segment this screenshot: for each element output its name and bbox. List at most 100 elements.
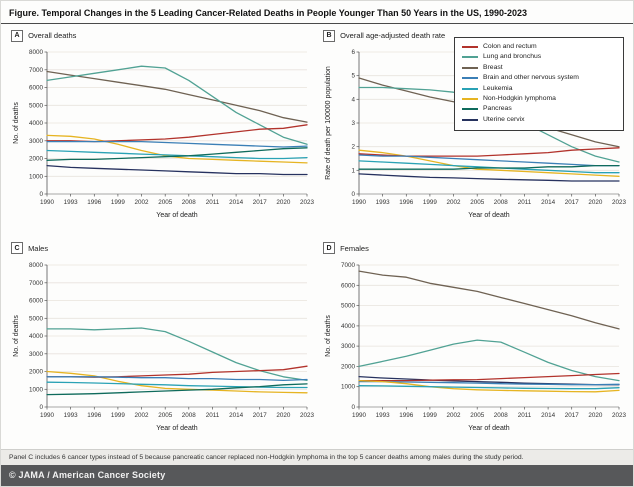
svg-text:2008: 2008 [494,412,509,419]
svg-text:2020: 2020 [276,412,291,419]
figure-footnote: Panel C includes 6 cancer types instead … [1,449,633,465]
svg-text:1993: 1993 [64,412,79,419]
svg-text:4000: 4000 [29,120,44,127]
svg-text:2008: 2008 [182,412,197,419]
svg-text:2011: 2011 [206,412,220,419]
legend-entry: Pancreas [462,105,616,113]
svg-text:0: 0 [39,404,43,411]
svg-text:1990: 1990 [352,199,367,206]
panel-d: D Females 0 1000 2000 3000 4000 5000 6000 7000 1… [317,237,629,450]
legend-label: Non-Hodgkin lymphoma [483,95,556,103]
legend-label: Pancreas [483,105,512,113]
legend-label: Breast [483,63,503,71]
svg-text:5000: 5000 [29,102,44,109]
legend-color-swatch [462,118,478,121]
svg-text:2014: 2014 [229,199,244,206]
svg-text:2011: 2011 [518,199,532,206]
panel-a-letter: A [11,29,24,42]
svg-text:2011: 2011 [206,199,220,206]
legend-entry: Non-Hodgkin lymphoma [462,95,616,103]
svg-text:3000: 3000 [341,343,356,350]
panel-a-header: A Overall deaths [11,29,317,42]
svg-text:1999: 1999 [423,412,438,419]
svg-text:2023: 2023 [300,199,315,206]
panels-grid: A Overall deaths 0 1000 2000 3000 4000 5000 60… [1,24,633,449]
legend-color-swatch [462,45,478,48]
legend-entry: Lung and bronchus [462,53,616,61]
panel-b-header: B Overall age-adjusted death rate [323,29,629,42]
svg-text:2023: 2023 [300,412,315,419]
svg-text:No. of deaths: No. of deaths [13,102,20,144]
legend-label: Uterine cervix [483,115,525,123]
legend-color-swatch [462,97,478,100]
svg-text:Year of death: Year of death [156,425,197,432]
svg-text:2011: 2011 [518,412,532,419]
svg-text:7000: 7000 [341,262,356,269]
svg-text:2000: 2000 [29,156,44,163]
svg-text:1996: 1996 [399,199,414,206]
svg-text:3: 3 [351,120,355,127]
panel-a: A Overall deaths 0 1000 2000 3000 4000 5000 60… [5,24,317,237]
svg-text:5000: 5000 [29,315,44,322]
svg-text:5: 5 [351,73,355,80]
panel-d-chart: 0 1000 2000 3000 4000 5000 6000 7000 1990 1993 199… [325,262,626,432]
svg-text:2017: 2017 [565,199,580,206]
svg-text:1990: 1990 [40,199,55,206]
credit-bar: © JAMA / American Cancer Society [1,465,633,486]
svg-text:2002: 2002 [134,412,149,419]
svg-text:1990: 1990 [352,412,367,419]
panel-d-letter: D [323,242,336,254]
svg-text:1999: 1999 [111,199,126,206]
svg-text:1000: 1000 [29,386,44,393]
svg-text:4: 4 [351,96,355,103]
legend-entry: Colon and rectum [462,43,616,51]
svg-text:0: 0 [39,191,43,198]
legend-color-swatch [462,77,478,80]
svg-text:8000: 8000 [29,262,44,269]
legend-entry: Uterine cervix [462,116,616,124]
svg-text:Year of death: Year of death [468,212,509,219]
panel-b-title: Overall age-adjusted death rate [340,31,446,40]
legend-label: Lung and bronchus [483,53,542,61]
svg-text:2017: 2017 [253,199,268,206]
svg-text:2000: 2000 [341,363,356,370]
panel-c-title: Males [28,243,49,253]
chart-legend: Colon and rectum Lung and bronchus Breast B… [454,37,624,132]
svg-text:2008: 2008 [182,199,197,206]
svg-text:1999: 1999 [423,199,438,206]
svg-text:2002: 2002 [134,199,149,206]
panel-a-title: Overall deaths [28,31,77,40]
legend-color-swatch [462,66,478,69]
svg-text:4000: 4000 [341,322,356,329]
svg-text:2005: 2005 [158,412,173,419]
svg-text:2002: 2002 [446,199,461,206]
svg-text:7000: 7000 [29,67,44,74]
svg-text:2008: 2008 [494,199,509,206]
svg-text:0: 0 [351,191,355,198]
svg-text:2014: 2014 [541,412,556,419]
legend-label: Leukemia [483,84,513,92]
svg-text:6000: 6000 [341,282,356,289]
panel-a-chart: 0 1000 2000 3000 4000 5000 6000 7000 8000 1990 199… [13,49,315,219]
svg-text:Year of death: Year of death [156,212,197,219]
panel-c: C Males 0 1000 2000 3000 4000 5000 6000 7000 800… [5,237,317,450]
panel-c-chart: 0 1000 2000 3000 4000 5000 6000 7000 8000 1990 199… [13,262,315,432]
svg-text:6000: 6000 [29,297,44,304]
svg-text:2020: 2020 [588,199,603,206]
svg-text:2: 2 [351,144,355,151]
svg-text:1990: 1990 [40,412,55,419]
svg-text:No. of deaths: No. of deaths [325,314,332,356]
panel-d-header: D Females [323,242,629,255]
svg-text:7000: 7000 [29,279,44,286]
svg-text:2017: 2017 [565,412,580,419]
svg-text:6: 6 [351,49,355,56]
legend-label: Colon and rectum [483,43,537,50]
panel-b-letter: B [323,29,336,42]
svg-text:2020: 2020 [588,412,603,419]
svg-text:1996: 1996 [87,199,102,206]
svg-text:3000: 3000 [29,350,44,357]
svg-text:2005: 2005 [158,199,173,206]
svg-text:2002: 2002 [446,412,461,419]
panel-c-letter: C [11,242,24,254]
